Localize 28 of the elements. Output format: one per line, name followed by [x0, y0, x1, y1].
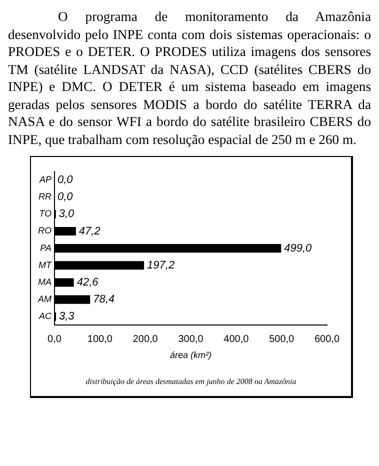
y-tick-label: PA [40, 242, 52, 253]
x-axis-title: área (km²) [170, 350, 212, 360]
data-label: 499,0 [284, 242, 313, 254]
y-tick-label: RO [38, 226, 52, 236]
y-tick-label: TO [39, 208, 52, 219]
data-label: 3,0 [58, 208, 76, 220]
y-tick-label: RR [38, 192, 52, 202]
x-tick-label: 600,0 [314, 334, 340, 345]
x-tick-label: 500,0 [269, 334, 295, 345]
data-label: 0,0 [58, 191, 74, 204]
x-tick-label: 400,0 [224, 334, 250, 345]
y-tick-label: AP [38, 174, 52, 184]
data-label: 3,3 [59, 310, 76, 323]
data-label: 42,6 [76, 276, 100, 289]
text: distribuição de áreas desmatadas em junho de 2008 na Amazônia [84, 377, 298, 386]
y-tick-label: MT [38, 260, 53, 270]
x-tick-label: 100,0 [87, 334, 113, 345]
data-label: 78,4 [93, 294, 115, 306]
data-label: 0,0 [58, 174, 74, 186]
data-label: 47,2 [78, 225, 100, 238]
x-tick-label: 0,0 [48, 334, 62, 345]
x-tick-label: 200,0 [132, 334, 158, 345]
data-label: 197,2 [147, 259, 175, 272]
y-tick-label: AC [38, 311, 52, 322]
chart-subtitle: O programa de monitoramento da Amazônia desenvolvido pelo INPE conta com dois sistemas operacionais: o PRODES e o DETER. O PRODES utiliza imagens dos sensores TM (satélite LANDSAT da NASA), CCD (satélites CBERS do INPE) e DMC. O DETER é um sistema baseado em imagens geradas pelos sensores MODIS a bordo do satélite TERRA da NASA e do sensor WFI a bordo do satélite brasileiro CBERS do INPE, que trabalham com resolução espacial de 250 m e 260 m. [8, 8, 371, 148]
y-tick-label: MA [38, 276, 52, 287]
y-tick-label: AM [37, 294, 52, 304]
x-tick-label: 300,0 [178, 334, 204, 345]
